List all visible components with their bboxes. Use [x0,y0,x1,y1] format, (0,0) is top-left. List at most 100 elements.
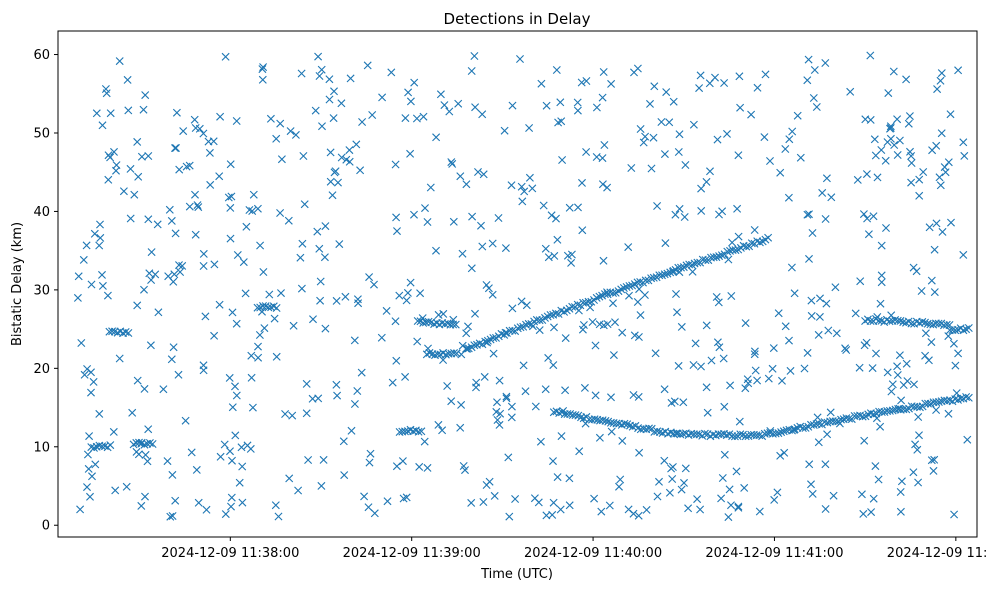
scatter-point [387,68,396,77]
scatter-point [90,229,99,238]
scatter-point [501,244,510,253]
scatter-point [701,256,710,265]
scatter-point [326,177,335,186]
scatter-point [495,376,504,385]
scatter-point [316,277,325,286]
scatter-point [146,341,155,350]
scatter-point [87,368,95,377]
scatter-point [484,284,493,293]
scatter-point [130,190,139,199]
scatter-point [350,400,359,408]
scatter-point [723,247,732,256]
scatter-point [620,419,629,428]
scatter-point [169,277,178,286]
scatter-point [904,119,913,128]
scatter-point [886,124,894,133]
scatter-point [940,163,949,172]
scatter-point [226,203,235,212]
scatter-point [750,347,759,356]
scatter-point [805,210,813,219]
scatter-point [176,268,185,276]
scatter-point [541,385,550,394]
scatter-point [249,190,258,199]
scatter-point [913,445,922,454]
scatter-point [318,122,326,131]
scatter-point [302,409,311,418]
scatter-point [550,251,559,260]
scatter-point [319,455,328,464]
scatter-point [494,214,503,222]
scatter-point [673,308,681,317]
scatter-point [88,472,96,481]
scatter-point [171,144,179,153]
scatter-point [755,238,764,247]
scatter-point [132,447,141,456]
scatter-point [520,187,529,196]
scatter-point [727,292,736,300]
scatter-point [951,361,960,370]
scatter-point [771,429,780,438]
scatter-point [964,324,973,332]
scatter-point [915,175,924,184]
scatter-point [601,416,610,425]
scatter-point [342,155,351,164]
scatter-point [598,180,607,189]
scatter-point [616,475,625,484]
scatter-point [106,109,115,118]
scatter-point [231,382,239,391]
scatter-point [807,296,816,305]
scatter-point [110,147,118,156]
scatter-point [558,156,567,164]
scatter-point [412,114,421,123]
scatter-point [133,301,142,310]
scatter-point [821,460,830,469]
scatter-point [675,268,684,277]
scatter-point [270,314,279,323]
scatter-point [353,295,362,304]
scatter-point [893,151,902,159]
scatter-point [426,183,435,192]
scatter-point [893,362,902,371]
scatter-point [661,239,670,248]
scatter-point [205,148,214,157]
scatter-point [383,497,392,506]
scatter-point [215,172,224,181]
scatter-point [803,348,812,357]
scatter-point [259,63,268,72]
scatter-point [618,436,627,445]
scatter-point [954,66,963,75]
scatter-point [800,364,809,373]
scatter-point [450,349,458,357]
scatter-point [689,120,698,129]
scatter-point [930,288,939,297]
scatter-point [478,110,487,119]
scatter-point [732,467,741,476]
scatter-point [335,240,344,249]
scatter-point [605,501,614,510]
scatter-point [403,288,412,297]
scatter-point [822,299,831,308]
scatter-point [584,297,593,306]
scatter-point [814,330,823,339]
scatter-point [753,376,762,385]
scatter-point [723,129,731,138]
scatter-point [454,99,463,108]
scatter-point [544,353,553,362]
scatter-point [199,249,208,258]
scatter-point [481,337,490,346]
scatter-point [549,361,558,370]
scatter-point [265,290,274,299]
scatter-point [139,105,148,114]
scatter-point [516,323,525,332]
scatter-point [884,89,893,98]
scatter-point [490,491,499,500]
scatter-point [778,376,786,385]
scatter-point [84,464,93,473]
scatter-point [228,456,236,465]
scatter-point [930,245,939,254]
scatter-point [877,146,886,154]
scatter-point [964,393,973,402]
scatter-point [544,253,553,262]
scatter-point [667,464,676,473]
scatter-point [531,402,540,411]
